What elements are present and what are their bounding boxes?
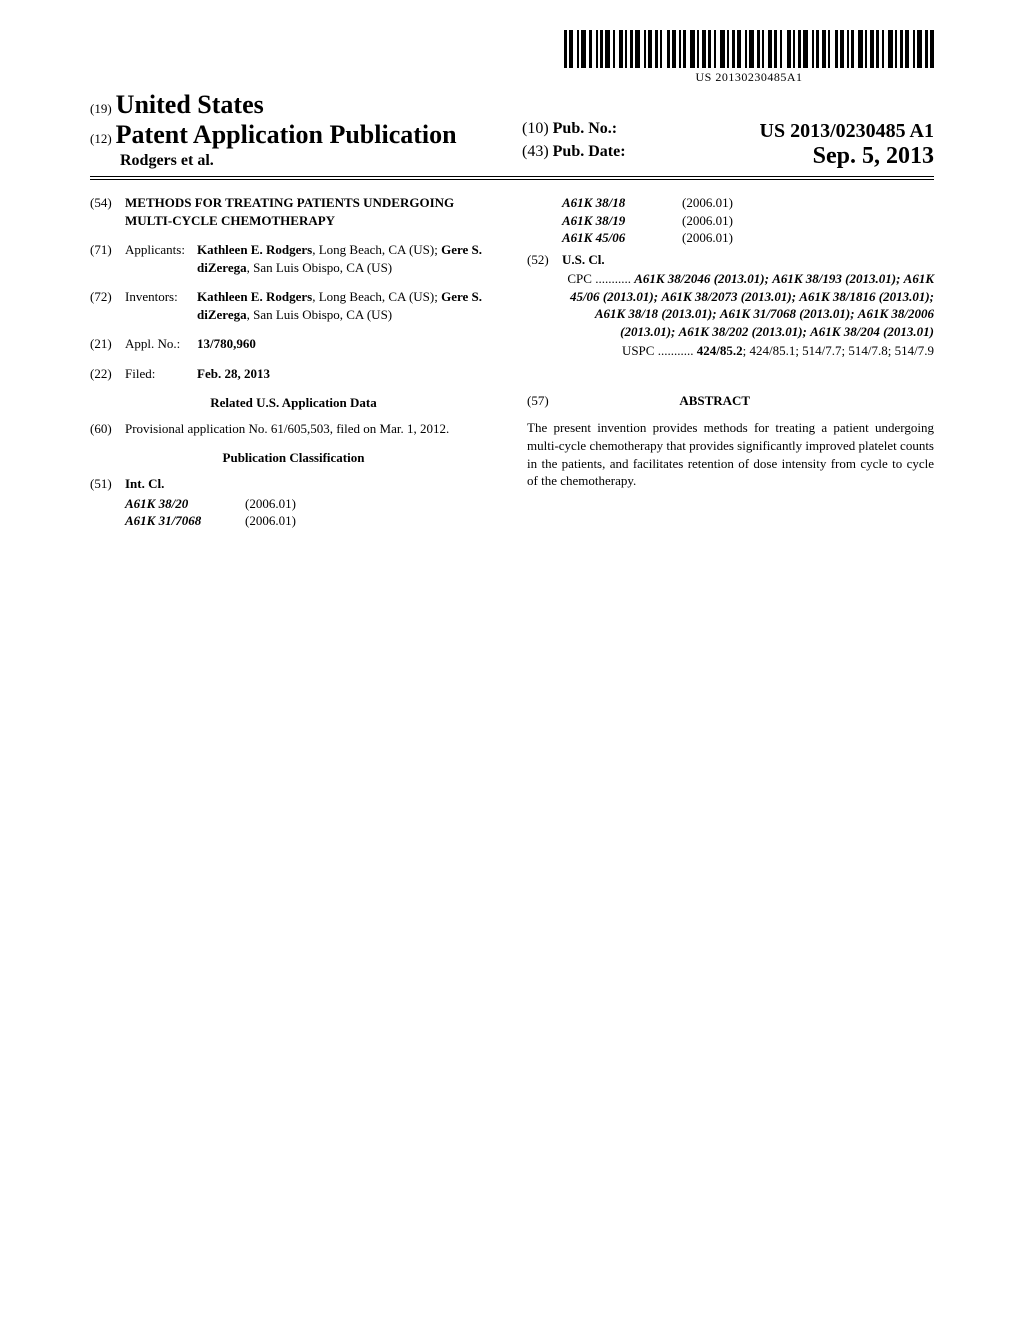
- code-60: (60): [90, 420, 125, 438]
- pub-no-label: Pub. No.:: [553, 120, 617, 137]
- divider-bottom: [90, 179, 934, 180]
- field-22: (22) Filed: Feb. 28, 2013: [90, 365, 497, 383]
- code-71: (71): [90, 241, 125, 276]
- left-column: (54) METHODS FOR TREATING PATIENTS UNDER…: [90, 194, 497, 530]
- applicant-2-loc: , San Luis Obispo, CA (US): [247, 260, 393, 275]
- applicants-body: Kathleen E. Rodgers, Long Beach, CA (US)…: [197, 241, 497, 276]
- filed-date: Feb. 28, 2013: [197, 366, 270, 381]
- abstract-text: The present invention provides methods f…: [527, 419, 934, 489]
- header: (19) United States (12) Patent Applicati…: [90, 90, 934, 170]
- intcl-code: A61K 38/19: [562, 212, 682, 230]
- inventor-2-loc: , San Luis Obispo, CA (US): [247, 307, 393, 322]
- pub-date-label: Pub. Date:: [553, 143, 626, 160]
- intcl-code: A61K 31/7068: [125, 512, 245, 530]
- intcl-row: A61K 31/7068 (2006.01): [125, 512, 497, 530]
- right-column: A61K 38/18 (2006.01) A61K 38/19 (2006.01…: [527, 194, 934, 530]
- field-57: (57) ABSTRACT: [527, 378, 934, 420]
- intcl-year: (2006.01): [682, 194, 934, 212]
- field-71: (71) Applicants: Kathleen E. Rodgers, Lo…: [90, 241, 497, 276]
- code-72: (72): [90, 288, 125, 323]
- intcl-label: Int. Cl.: [125, 476, 164, 491]
- intcl-year: (2006.01): [245, 495, 497, 513]
- cpc-block: CPC ........... A61K 38/2046 (2013.01); …: [527, 270, 934, 360]
- code-19: (19): [90, 101, 112, 116]
- applicant-1-loc: , Long Beach, CA (US);: [312, 242, 441, 257]
- appl-no-label: Appl. No.:: [125, 335, 197, 353]
- barcode: US 20130230485A1: [564, 30, 934, 85]
- code-43: (43): [522, 143, 549, 160]
- code-22: (22): [90, 365, 125, 383]
- inventors-label: Inventors:: [125, 288, 197, 323]
- related-heading: Related U.S. Application Data: [90, 394, 497, 412]
- code-51: (51): [90, 475, 125, 493]
- intcl-row: A61K 38/19 (2006.01): [562, 212, 934, 230]
- barcode-text: US 20130230485A1: [564, 70, 934, 85]
- barcode-region: US 20130230485A1: [90, 30, 934, 86]
- provisional-text: Provisional application No. 61/605,503, …: [125, 420, 497, 438]
- code-10: (10): [522, 120, 549, 137]
- uscl-label: U.S. Cl.: [562, 252, 605, 267]
- field-51: (51) Int. Cl.: [90, 475, 497, 493]
- barcode-bars: [564, 30, 934, 68]
- code-57: (57): [527, 393, 549, 408]
- intcl-row: A61K 38/18 (2006.01): [562, 194, 934, 212]
- pub-no: US 2013/0230485 A1: [760, 120, 934, 143]
- field-52: (52) U.S. Cl.: [527, 251, 934, 269]
- invention-title: METHODS FOR TREATING PATIENTS UNDERGOING…: [125, 194, 497, 229]
- appl-no: 13/780,960: [197, 336, 256, 351]
- intcl-year: (2006.01): [682, 212, 934, 230]
- publication-type: Patent Application Publication: [116, 120, 457, 149]
- intcl-code: A61K 45/06: [562, 229, 682, 247]
- uspc-label: USPC ...........: [622, 343, 694, 358]
- code-21: (21): [90, 335, 125, 353]
- intcl-list: A61K 38/20 (2006.01) A61K 31/7068 (2006.…: [90, 495, 497, 530]
- filed-label: Filed:: [125, 365, 197, 383]
- intcl-year: (2006.01): [682, 229, 934, 247]
- intcl-row: A61K 45/06 (2006.01): [562, 229, 934, 247]
- inventor-1-name: Kathleen E. Rodgers: [197, 289, 312, 304]
- code-54: (54): [90, 194, 125, 229]
- divider-top: [90, 176, 934, 177]
- country: United States: [116, 90, 264, 119]
- applicant-1-name: Kathleen E. Rodgers: [197, 242, 312, 257]
- intcl-year: (2006.01): [245, 512, 497, 530]
- authors-header: Rodgers et al.: [90, 152, 502, 170]
- code-12: (12): [90, 131, 112, 146]
- pub-date: Sep. 5, 2013: [813, 143, 934, 170]
- field-21: (21) Appl. No.: 13/780,960: [90, 335, 497, 353]
- inventors-body: Kathleen E. Rodgers, Long Beach, CA (US)…: [197, 288, 497, 323]
- field-72: (72) Inventors: Kathleen E. Rodgers, Lon…: [90, 288, 497, 323]
- cpc-label: CPC ...........: [567, 271, 631, 286]
- pubclass-heading: Publication Classification: [90, 449, 497, 467]
- field-54: (54) METHODS FOR TREATING PATIENTS UNDER…: [90, 194, 497, 229]
- intcl-list-cont: A61K 38/18 (2006.01) A61K 38/19 (2006.01…: [527, 194, 934, 247]
- body-columns: (54) METHODS FOR TREATING PATIENTS UNDER…: [90, 194, 934, 530]
- applicants-label: Applicants:: [125, 241, 197, 276]
- uspc-codes: 424/85.2; 424/85.1; 514/7.7; 514/7.8; 51…: [697, 343, 934, 358]
- intcl-row: A61K 38/20 (2006.01): [125, 495, 497, 513]
- field-60: (60) Provisional application No. 61/605,…: [90, 420, 497, 438]
- intcl-code: A61K 38/20: [125, 495, 245, 513]
- abstract-label: ABSTRACT: [552, 392, 878, 410]
- inventor-1-loc: , Long Beach, CA (US);: [312, 289, 441, 304]
- code-52: (52): [527, 251, 562, 269]
- intcl-code: A61K 38/18: [562, 194, 682, 212]
